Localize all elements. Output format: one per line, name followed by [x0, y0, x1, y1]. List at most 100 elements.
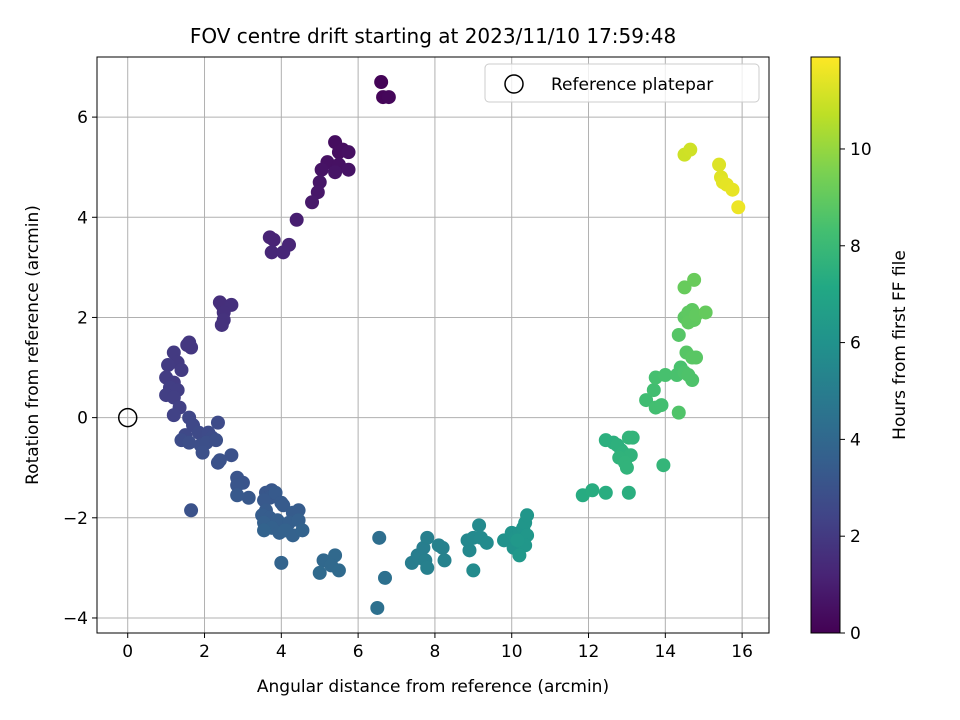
data-point: [212, 453, 227, 468]
data-point: [420, 530, 435, 545]
data-point: [257, 523, 272, 538]
colorbar-tick-label: 10: [850, 140, 872, 160]
data-point: [184, 503, 199, 518]
data-point: [289, 212, 304, 227]
colorbar-tick-label: 4: [850, 430, 861, 450]
grid-lines: [97, 57, 769, 633]
data-point: [291, 503, 306, 518]
data-point: [276, 498, 291, 513]
data-point: [331, 563, 346, 578]
data-point: [671, 405, 686, 420]
data-point: [381, 90, 396, 105]
data-point: [341, 162, 356, 177]
data-point: [479, 535, 494, 550]
data-point: [472, 518, 487, 533]
data-point: [305, 195, 320, 210]
x-tick-label: 0: [122, 642, 133, 662]
data-points: [159, 75, 746, 615]
colorbar-label: Hours from first FF file: [890, 250, 910, 440]
data-point: [598, 485, 613, 500]
data-point: [698, 305, 713, 320]
data-point: [266, 232, 281, 247]
legend: Reference platepar: [484, 63, 760, 103]
data-point: [314, 162, 329, 177]
data-point: [312, 565, 327, 580]
data-point: [209, 433, 224, 448]
data-point: [241, 490, 256, 505]
data-point: [625, 430, 640, 445]
x-tick-label: 8: [430, 642, 441, 662]
data-point: [687, 272, 702, 287]
data-point: [712, 157, 727, 172]
data-point: [230, 478, 245, 493]
x-tick-label: 12: [578, 642, 600, 662]
data-point: [462, 543, 477, 558]
data-point: [264, 245, 279, 260]
data-point: [174, 363, 189, 378]
data-point: [420, 560, 435, 575]
x-tick-label: 10: [501, 642, 523, 662]
data-point: [161, 358, 176, 373]
y-tick-label: 0: [77, 409, 88, 429]
colorbar-tick-label: 8: [850, 237, 861, 257]
data-point: [731, 200, 746, 215]
data-point: [374, 75, 389, 90]
data-point: [520, 508, 535, 523]
colorbar-ticks: 0 2 4 6 8 10: [840, 140, 872, 644]
x-axis-label: Angular distance from reference (arcmin): [257, 677, 609, 697]
y-axis-label: Rotation from reference (arcmin): [23, 205, 43, 485]
data-point: [639, 393, 654, 408]
data-point: [585, 483, 600, 498]
colorbar-tick-label: 0: [850, 624, 861, 644]
data-point: [230, 488, 245, 503]
data-point: [341, 145, 356, 160]
data-point: [328, 165, 343, 180]
x-tick-label: 4: [276, 642, 287, 662]
colorbar-gradient: [810, 56, 841, 634]
data-point: [274, 555, 289, 570]
colorbar: 0 2 4 6 8 10 Hours from first FF file: [810, 56, 910, 644]
data-point: [654, 398, 669, 413]
data-point: [656, 458, 671, 473]
data-point: [510, 533, 525, 548]
y-tick-label: 6: [77, 108, 88, 128]
data-point: [683, 142, 698, 157]
data-point: [671, 327, 686, 342]
data-point: [370, 600, 385, 615]
legend-label: Reference platepar: [551, 75, 713, 95]
data-point: [276, 245, 291, 260]
y-tick-label: −2: [63, 509, 88, 529]
y-tick-label: 2: [77, 308, 88, 328]
data-point: [195, 445, 210, 460]
x-tick-label: 16: [731, 642, 753, 662]
x-tick-label: 6: [353, 642, 364, 662]
data-point: [621, 485, 636, 500]
chart-title: FOV centre drift starting at 2023/11/10 …: [190, 24, 676, 48]
legend-marker: [504, 74, 524, 94]
data-point: [466, 563, 481, 578]
data-point: [685, 373, 700, 388]
data-point: [224, 448, 239, 463]
colorbar-tick-label: 6: [850, 334, 861, 354]
y-tick-label: 4: [77, 208, 88, 228]
data-point: [210, 415, 225, 430]
data-point: [435, 540, 450, 555]
data-point: [180, 338, 195, 352]
plot-frame: [96, 56, 770, 634]
data-point: [677, 280, 692, 295]
x-axis-ticks: 0 2 4 6 8 10 12 14 16: [122, 633, 753, 662]
data-point: [378, 570, 392, 585]
data-point: [182, 435, 197, 450]
data-point: [214, 317, 229, 332]
data-point: [725, 182, 740, 197]
data-point: [191, 425, 206, 440]
data-point: [689, 350, 704, 365]
y-tick-label: −4: [63, 609, 88, 629]
colorbar-tick-label: 2: [850, 527, 861, 547]
data-point: [437, 553, 452, 568]
data-point: [658, 368, 673, 383]
data-point: [646, 383, 661, 398]
data-point: [619, 460, 634, 475]
data-point: [295, 523, 310, 538]
